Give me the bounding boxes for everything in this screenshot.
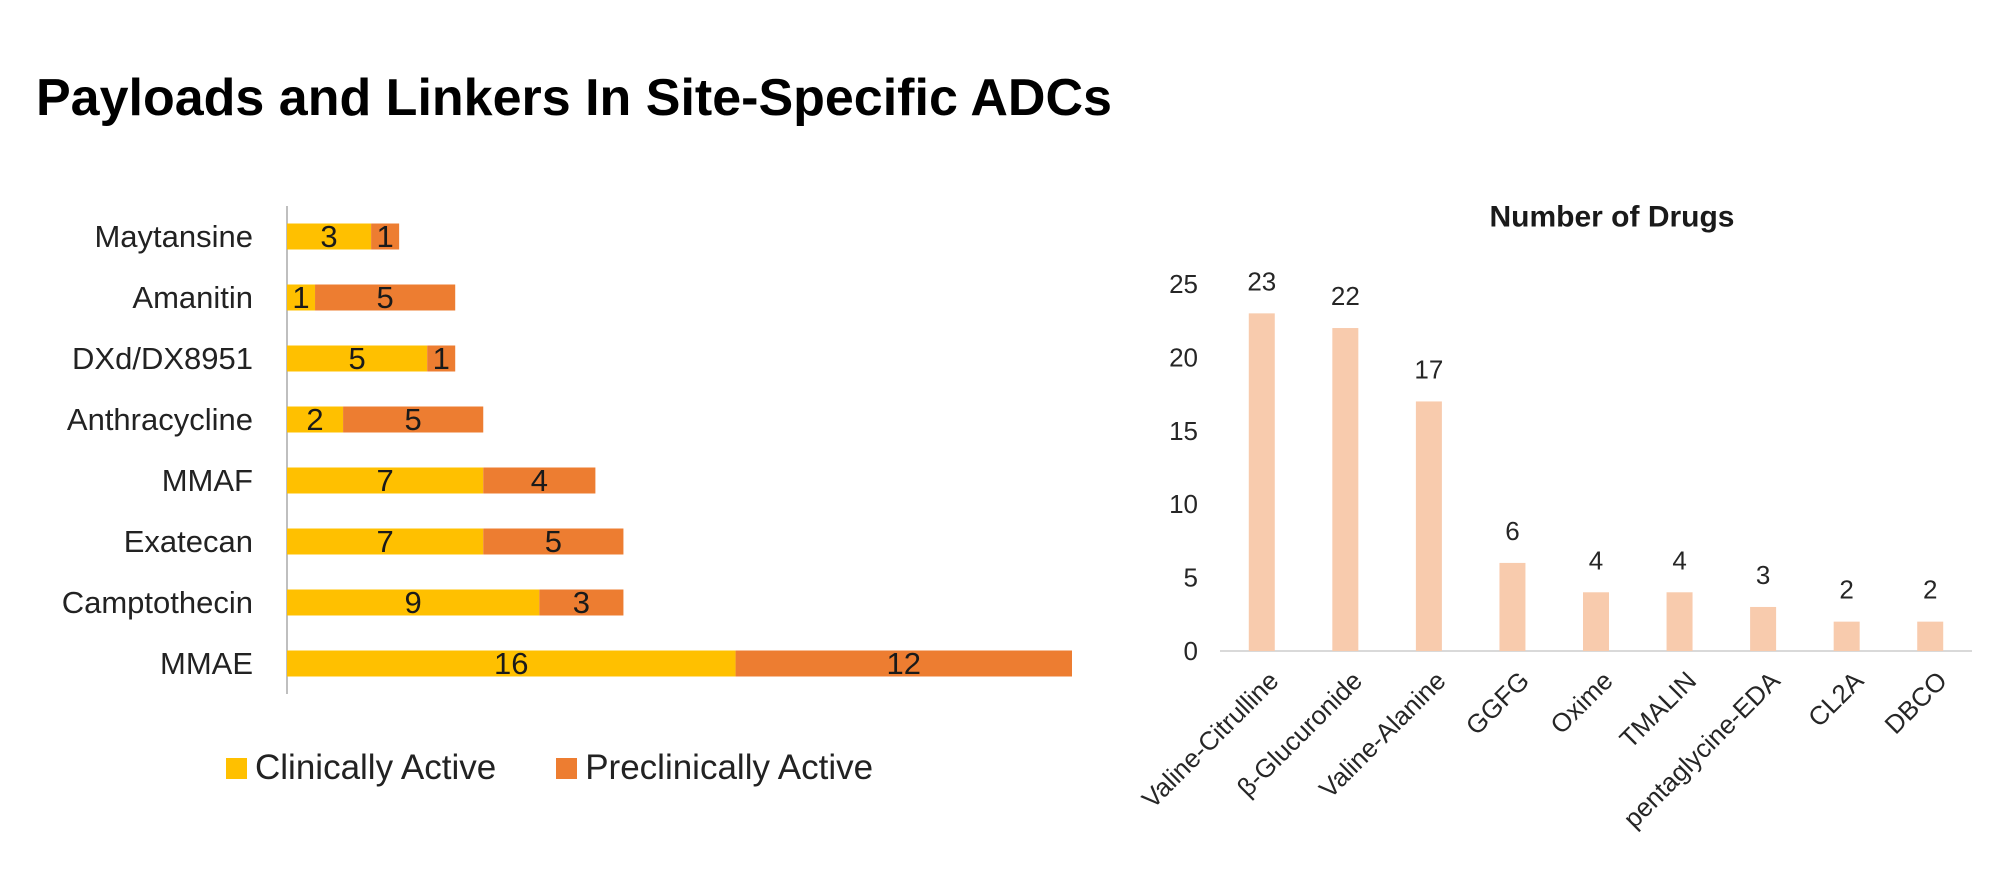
- data-label-exatecan-preclinically-active: 5: [545, 524, 562, 559]
- data-label-maytansine-clinically-active: 3: [320, 219, 337, 254]
- x-tick-ggfg: GGFG: [1460, 665, 1535, 740]
- bar-exatecan-clinically-active: [287, 528, 484, 555]
- data-label-dxd-dx8951-clinically-active: 5: [348, 341, 365, 376]
- bar-dxd-dx8951-clinically-active: [287, 345, 428, 372]
- value-label-valine-citrulline: 23: [1247, 266, 1276, 296]
- value-label-oxime: 4: [1589, 545, 1603, 575]
- bar-mmaf-clinically-active: [287, 467, 484, 494]
- x-tick-pentaglycine-eda: pentaglycine-EDA: [1617, 665, 1786, 834]
- bar-mmaf-preclinically-active: [483, 467, 596, 494]
- bar-oxime: [1583, 592, 1609, 651]
- value-label-pentaglycine-eda: 3: [1756, 560, 1770, 590]
- y-tick-5: 5: [1184, 563, 1198, 593]
- x-tick-oxime: Oxime: [1544, 665, 1618, 739]
- data-label-dxd-dx8951-preclinically-active: 1: [433, 341, 450, 376]
- data-label-anthracycline-clinically-active: 2: [306, 402, 323, 437]
- category-label-exatecan: Exatecan: [124, 524, 253, 559]
- bar-glucuronide: [1332, 328, 1359, 651]
- bar-valine-citrulline: [1248, 313, 1275, 651]
- value-label-valine-alanine: 17: [1414, 354, 1443, 384]
- data-label-mmae-clinically-active: 16: [494, 646, 528, 681]
- bar-amanitin-preclinically-active: [315, 284, 456, 311]
- data-label-amanitin-preclinically-active: 5: [377, 280, 394, 315]
- data-label-mmae-preclinically-active: 12: [887, 646, 921, 681]
- bar-pentaglycine-eda: [1750, 606, 1777, 651]
- x-tick-tmalin: TMALIN: [1614, 665, 1703, 754]
- value-label-cl2a: 2: [1839, 575, 1853, 605]
- category-label-anthracycline: Anthracycline: [67, 402, 253, 437]
- x-tick-glucuronide: β-Glucuronide: [1231, 665, 1368, 802]
- value-label-glucuronide: 22: [1331, 281, 1360, 311]
- data-label-maytansine-preclinically-active: 1: [377, 219, 394, 254]
- data-label-camptothecin-clinically-active: 9: [405, 585, 422, 620]
- data-label-mmaf-preclinically-active: 4: [531, 463, 548, 498]
- category-label-dxd-dx8951: DXd/DX8951: [72, 341, 253, 376]
- category-label-amanitin: Amanitin: [132, 280, 253, 315]
- bar-ggfg: [1499, 562, 1526, 651]
- bar-anthracycline-preclinically-active: [343, 406, 484, 433]
- legend-swatch-clinical: [226, 757, 247, 779]
- x-tick-dbco: DBCO: [1878, 665, 1952, 739]
- bar-camptothecin-clinically-active: [287, 589, 540, 616]
- data-label-anthracycline-preclinically-active: 5: [405, 402, 422, 437]
- page-title: Payloads and Linkers In Site-Specific AD…: [36, 69, 1112, 127]
- y-tick-0: 0: [1184, 636, 1198, 666]
- bar-mmae-preclinically-active: [735, 650, 1072, 677]
- data-label-amanitin-clinically-active: 1: [292, 280, 309, 315]
- bar-cl2a: [1833, 621, 1860, 651]
- legend-label-preclinical: Preclinically Active: [585, 748, 874, 787]
- data-label-mmaf-clinically-active: 7: [377, 463, 394, 498]
- data-label-exatecan-clinically-active: 7: [377, 524, 394, 559]
- bar-valine-alanine: [1415, 401, 1442, 651]
- category-label-mmaf: MMAF: [162, 463, 253, 498]
- y-tick-10: 10: [1169, 489, 1198, 519]
- x-tick-cl2a: CL2A: [1802, 665, 1870, 733]
- data-label-camptothecin-preclinically-active: 3: [573, 585, 590, 620]
- x-tick-valine-citrulline: Valine-Citrulline: [1136, 665, 1285, 814]
- bar-amanitin-clinically-active: [287, 284, 316, 311]
- bar-maytansine-clinically-active: [287, 223, 372, 250]
- y-tick-15: 15: [1169, 416, 1198, 446]
- category-label-mmae: MMAE: [160, 646, 253, 681]
- bar-camptothecin-preclinically-active: [539, 589, 624, 616]
- legend-entry-preclinical: Preclinically Active: [556, 748, 873, 788]
- bar-dxd-dx8951-preclinically-active: [427, 345, 456, 372]
- value-label-ggfg: 6: [1505, 516, 1519, 546]
- value-label-tmalin: 4: [1672, 545, 1686, 575]
- value-label-dbco: 2: [1923, 575, 1937, 605]
- bar-anthracycline-clinically-active: [287, 406, 344, 433]
- bar-tmalin: [1666, 592, 1693, 651]
- x-tick-valine-alanine: Valine-Alanine: [1313, 665, 1451, 803]
- linker-chart-title: Number of Drugs: [1489, 201, 1734, 234]
- y-tick-25: 25: [1169, 269, 1198, 299]
- legend-label-clinical: Clinically Active: [255, 748, 497, 787]
- bar-maytansine-preclinically-active: [371, 223, 400, 250]
- category-label-camptothecin: Camptothecin: [62, 585, 253, 620]
- bar-dbco: [1917, 621, 1944, 651]
- legend-swatch-preclinical: [556, 757, 578, 779]
- y-tick-20: 20: [1169, 342, 1198, 372]
- bar-mmae-clinically-active: [287, 650, 736, 677]
- category-label-maytansine: Maytansine: [94, 219, 253, 254]
- legend-entry-clinical: Clinically Active: [226, 748, 496, 788]
- payload-chart-legend: Clinically Active Preclinically Active: [226, 748, 873, 788]
- bar-exatecan-preclinically-active: [483, 528, 624, 555]
